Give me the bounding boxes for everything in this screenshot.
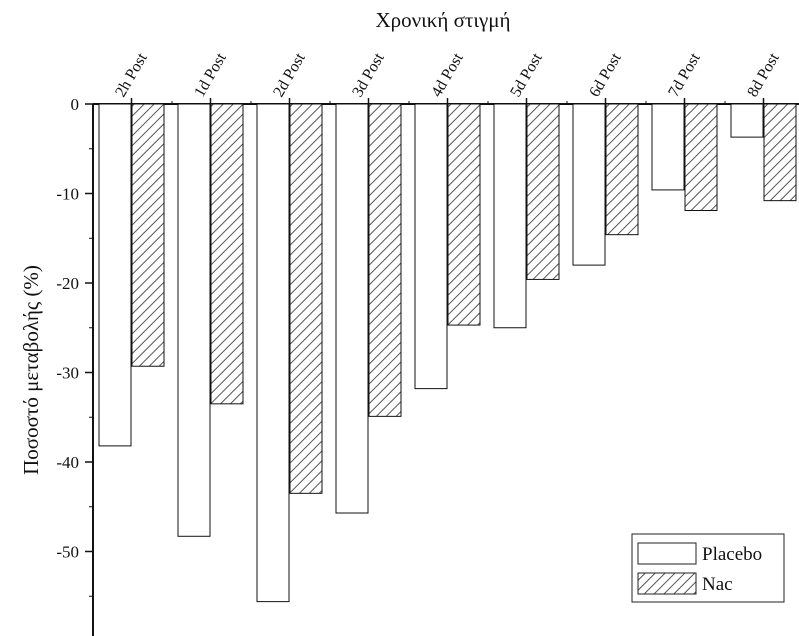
y-tick-label-4: -40 <box>56 453 79 472</box>
y-tick-label-5: -50 <box>56 543 79 562</box>
bar-placebo-0 <box>98 103 132 447</box>
x-tick-label-0: 2h Post <box>112 50 151 100</box>
x-tick-label-4: 4d Post <box>428 50 467 100</box>
legend-label-placebo: Placebo <box>702 544 762 565</box>
legend-label-nac: Nac <box>702 574 733 595</box>
bar-nac-4 <box>447 103 481 326</box>
y-tick-label-1: -10 <box>56 185 79 204</box>
bar-nac-0 <box>131 103 165 367</box>
y-tick-label-2: -20 <box>56 274 79 293</box>
legend-swatch-nac <box>637 572 697 595</box>
y-tick-label-3: -30 <box>56 364 79 383</box>
bar-placebo-4 <box>414 103 448 390</box>
bar-placebo-3 <box>335 103 369 514</box>
x-tick-label-2: 2d Post <box>270 50 309 100</box>
x-tick-label-5: 5d Post <box>507 50 546 100</box>
bar-placebo-1 <box>177 103 211 537</box>
bar-nac-3 <box>368 103 402 417</box>
x-tick-label-7: 7d Post <box>665 50 704 100</box>
legend: Placebo Nac <box>631 533 785 603</box>
x-tick-label-8: 8d Post <box>744 50 783 100</box>
bar-placebo-7 <box>651 103 685 191</box>
bar-placebo-2 <box>256 103 290 603</box>
x-tick-label-6: 6d Post <box>586 50 625 100</box>
y-tick-label-0: 0 <box>71 95 80 114</box>
plot-area: 0 -10 -20 -30 -40 -50 2h Post 1d Post 2d Post 3d … <box>56 50 799 636</box>
bar-nac-5 <box>526 103 560 280</box>
x-tick-label-3: 3d Post <box>349 50 388 100</box>
bar-nac-2 <box>289 103 323 494</box>
bar-nac-6 <box>605 103 639 236</box>
legend-swatch-placebo <box>637 542 697 565</box>
bar-nac-7 <box>684 103 718 212</box>
bar-nac-8 <box>763 103 797 202</box>
x-tick-label-1: 1d Post <box>191 50 230 100</box>
bar-nac-1 <box>210 103 244 405</box>
bar-placebo-5 <box>493 103 527 329</box>
chart-title: Χρονική στιγμή <box>375 8 510 32</box>
bar-placebo-6 <box>572 103 606 266</box>
bar-placebo-8 <box>730 103 764 138</box>
y-axis-label: Ποσοστό μεταβολής (%) <box>19 265 43 475</box>
